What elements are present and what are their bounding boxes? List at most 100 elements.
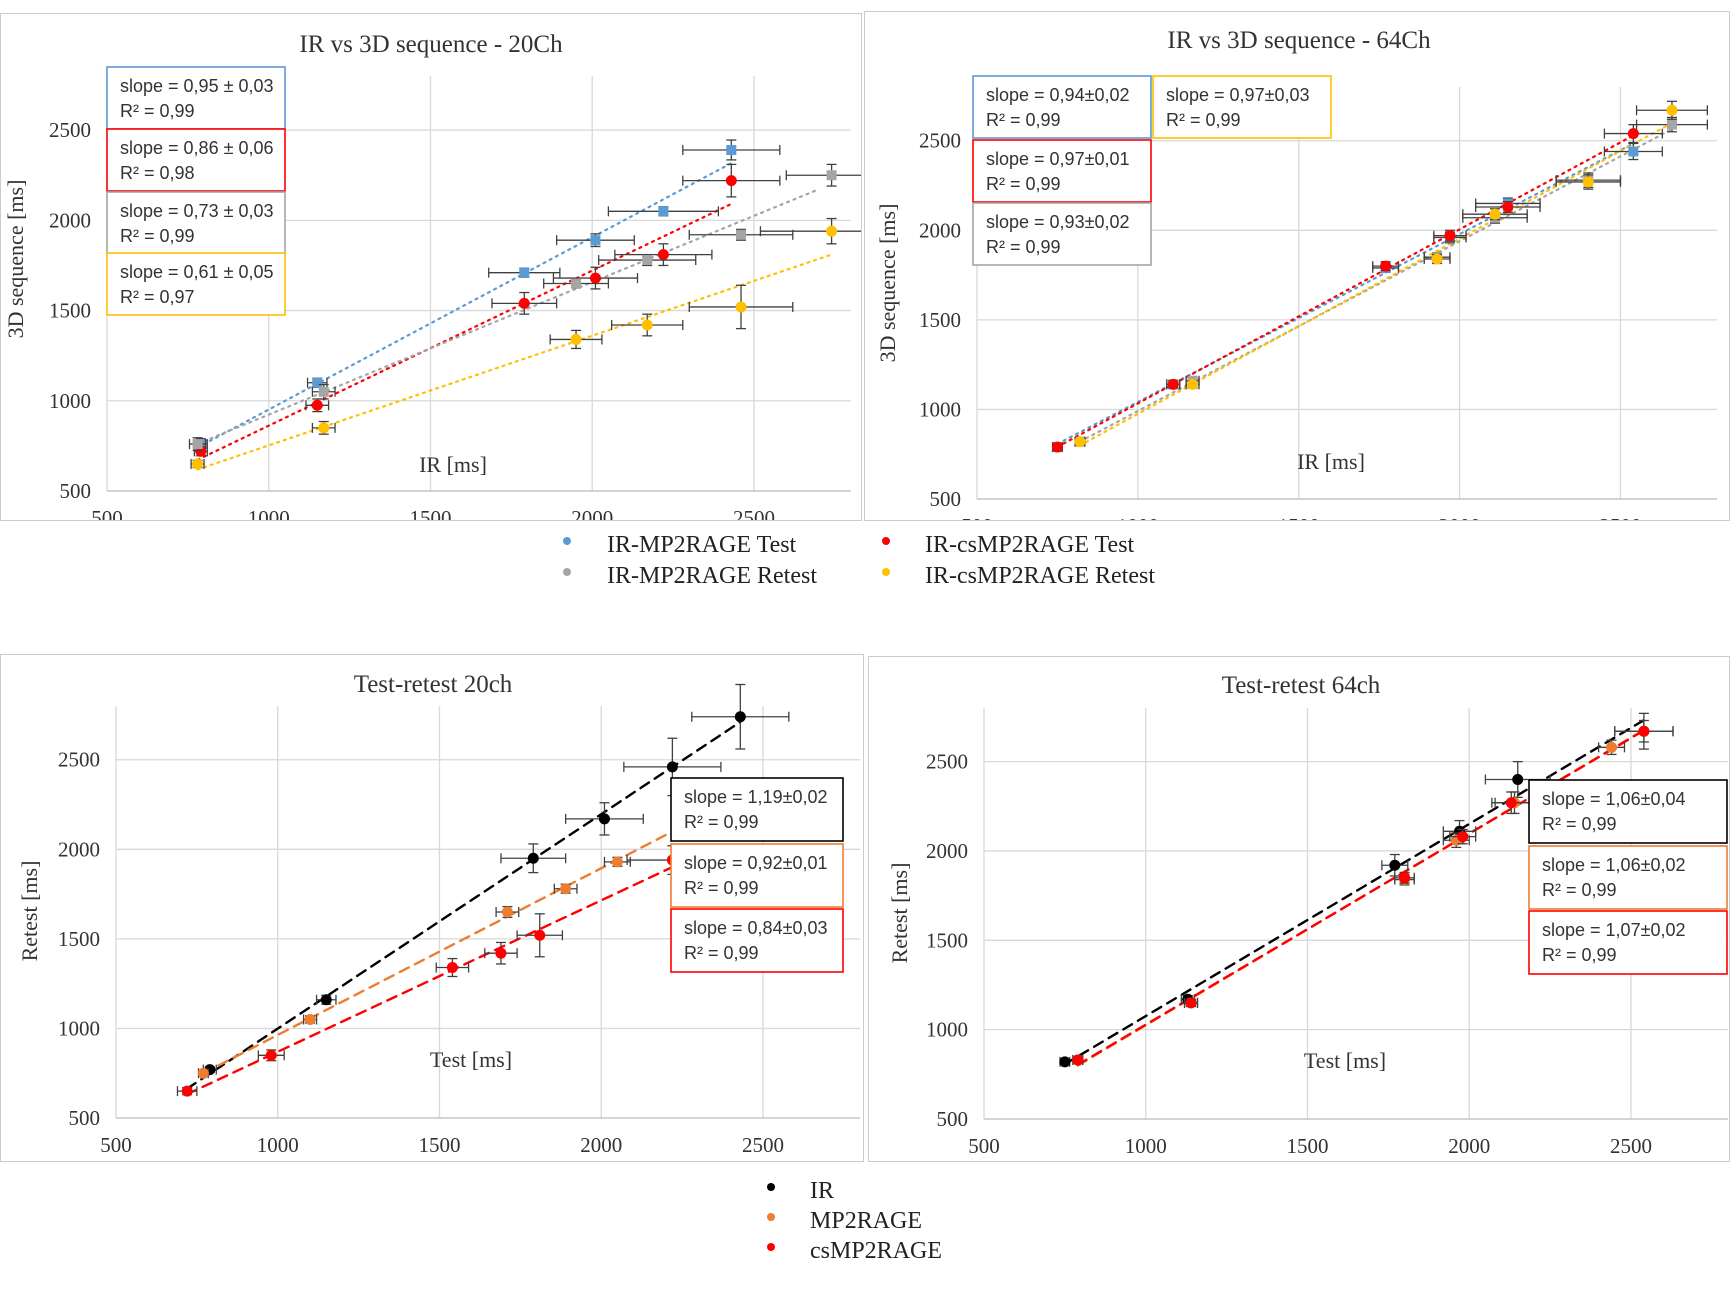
x-tick-label: 2000 <box>1439 514 1481 520</box>
slope-box <box>670 777 844 842</box>
y-tick-label: 2500 <box>49 118 91 142</box>
y-tick-label: 1500 <box>58 927 100 951</box>
data-point <box>736 229 747 240</box>
chart-test-retest-64ch: 500 1000 1500 2000 2500 500 1000 1500 2000 2500 Te… <box>887 672 1728 1158</box>
slope-text: slope = 0,97±0,03 <box>1166 85 1310 105</box>
data-point <box>181 1085 193 1097</box>
data-point <box>519 267 530 278</box>
legend-label: csMP2RAGE <box>810 1238 943 1264</box>
slope-text: slope = 0,61 ± 0,05 <box>120 262 274 282</box>
x-tick-label: 500 <box>961 514 993 520</box>
data-point <box>1187 378 1199 390</box>
data-point <box>1072 1054 1084 1066</box>
slope-box <box>670 908 844 973</box>
x-tick-label: 2000 <box>580 1133 622 1157</box>
x-tick-label: 1500 <box>409 506 451 520</box>
legend-label: MP2RAGE <box>810 1208 923 1234</box>
data-point <box>1457 831 1469 843</box>
y-tick-label: 1000 <box>58 1016 100 1040</box>
data-point <box>1399 872 1411 884</box>
slope-box <box>972 202 1152 266</box>
data-point <box>641 319 653 331</box>
data-point <box>560 883 572 895</box>
data-point <box>1051 441 1063 453</box>
x-axis-label: Test [ms] <box>430 1047 512 1072</box>
legend-dot <box>563 568 571 576</box>
y-tick-label: 2500 <box>58 748 100 772</box>
data-point <box>570 333 582 345</box>
legend-dot <box>882 537 890 545</box>
chart-ir-vs-3d-20ch: 500 1000 1500 2000 2500 500 1000 1500 2000 2500 IR… <box>3 31 904 530</box>
y-tick-label: 500 <box>930 487 962 511</box>
data-point <box>534 929 546 941</box>
data-point <box>1389 859 1401 871</box>
legend-label: IR-MP2RAGE Test <box>607 532 797 558</box>
r2-text: R² = 0,99 <box>1542 814 1617 834</box>
x-tick-label: 2500 <box>1610 1134 1652 1158</box>
slope-box <box>1528 779 1728 844</box>
data-point <box>1185 997 1197 1009</box>
data-point <box>265 1049 277 1061</box>
data-point <box>1380 260 1392 272</box>
data-point <box>666 761 678 773</box>
slope-text: slope = 1,07±0,02 <box>1542 920 1686 940</box>
legend-dot <box>767 1243 775 1251</box>
legend-label: IR-csMP2RAGE Test <box>925 532 1135 558</box>
x-tick-label: 2500 <box>1599 514 1641 520</box>
y-tick-label: 2000 <box>926 839 968 863</box>
panel-test-retest-64ch: 500 1000 1500 2000 2500 500 1000 1500 2000 2500 Te… <box>868 656 1730 1162</box>
legend-label: IR <box>810 1178 834 1204</box>
data-point <box>1666 104 1678 116</box>
y-tick-label: 500 <box>60 479 92 503</box>
x-tick-label: 2500 <box>742 1133 784 1157</box>
slope-box <box>1152 75 1332 139</box>
legend-dot <box>563 537 571 545</box>
chart-test-retest-20ch: 500 1000 1500 2000 2500 500 1000 1500 2000 2500 Te… <box>17 671 860 1157</box>
slope-text: slope = 0,84±0,03 <box>684 918 828 938</box>
data-point <box>1059 1056 1071 1068</box>
r2-text: R² = 0,99 <box>1166 110 1241 130</box>
y-tick-label: 500 <box>937 1107 969 1131</box>
data-point <box>304 1013 316 1025</box>
r2-text: R² = 0,99 <box>684 943 759 963</box>
x-tick-label: 500 <box>968 1134 1000 1158</box>
data-point <box>571 278 582 289</box>
data-point <box>734 711 746 723</box>
legend-dot <box>767 1183 775 1191</box>
data-point <box>657 249 669 261</box>
y-tick-label: 1000 <box>49 389 91 413</box>
trendline <box>185 720 742 1090</box>
data-point <box>518 297 530 309</box>
x-tick-label: 500 <box>91 506 123 520</box>
trendline <box>196 162 733 449</box>
legend-label: IR-MP2RAGE Retest <box>607 563 817 589</box>
x-tick-label: 2000 <box>571 506 613 520</box>
chart-title: Test-retest 20ch <box>354 671 513 698</box>
data-point <box>446 962 458 974</box>
panel-ir-vs-3d-64ch: 500 1000 1500 2000 2500 500 1000 1500 2000 2500 IR… <box>864 11 1730 538</box>
legend-dot <box>882 568 890 576</box>
data-point <box>495 947 507 959</box>
r2-text: R² = 0,99 <box>1542 945 1617 965</box>
r2-text: R² = 0,99 <box>684 878 759 898</box>
data-point <box>1666 119 1677 130</box>
r2-text: R² = 0,99 <box>986 174 1061 194</box>
r2-text: R² = 0,99 <box>986 110 1061 130</box>
y-tick-label: 1500 <box>919 308 961 332</box>
data-point <box>318 422 330 434</box>
y-tick-label: 2500 <box>919 129 961 153</box>
slope-text: slope = 0,92±0,01 <box>684 853 828 873</box>
y-axis-label: Retest [ms] <box>17 861 42 962</box>
x-tick-label: 1500 <box>1286 1134 1328 1158</box>
slope-box <box>1528 845 1728 910</box>
chart-title: IR vs 3D sequence - 64Ch <box>1167 27 1431 54</box>
y-tick-label: 1000 <box>926 1018 968 1042</box>
r2-text: R² = 0,99 <box>986 237 1061 257</box>
y-tick-label: 1000 <box>919 397 961 421</box>
trendline <box>196 202 733 461</box>
r2-text: R² = 0,97 <box>120 287 195 307</box>
data-point <box>197 1067 209 1079</box>
slope-text: slope = 1,06±0,04 <box>1542 789 1686 809</box>
slope-box <box>972 75 1152 139</box>
